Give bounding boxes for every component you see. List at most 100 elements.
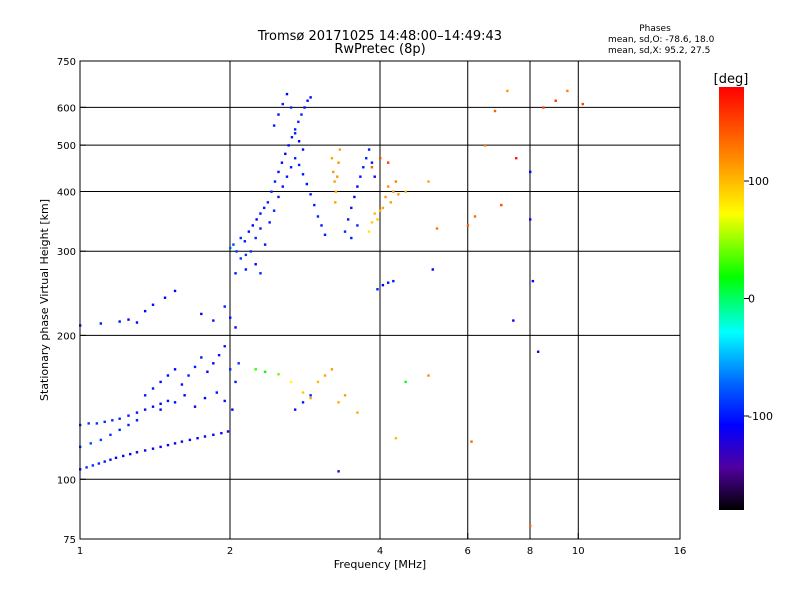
scatter-point: [281, 102, 284, 106]
scatter-point: [323, 374, 327, 377]
scatter-point: [337, 401, 340, 404]
scatter-point: [135, 451, 139, 454]
scatter-point: [277, 113, 280, 116]
scatter-point: [215, 391, 219, 394]
scatter-point: [232, 243, 235, 246]
scatter-point: [506, 89, 509, 93]
scatter-point: [379, 209, 382, 212]
scatter-point: [370, 166, 374, 169]
scatter-point: [114, 456, 118, 460]
scatter-point: [212, 433, 215, 437]
scatter-point: [223, 345, 226, 348]
y-tick-label: 600: [57, 103, 76, 114]
scatter-point: [151, 303, 155, 306]
scatter-point: [159, 402, 162, 405]
scatter-point: [263, 243, 267, 246]
scatter-point: [554, 99, 557, 102]
scatter-point: [370, 221, 374, 224]
scatter-point: [166, 374, 170, 377]
x-tick-label: 6: [465, 546, 471, 557]
scatter-point: [470, 440, 473, 443]
scatter-point: [251, 224, 254, 227]
scatter-point: [333, 180, 336, 183]
scatter-point: [193, 405, 197, 408]
scatter-point: [284, 152, 287, 156]
scatter-point: [277, 373, 280, 376]
scatter-point: [217, 353, 221, 357]
scatter-point: [200, 312, 203, 316]
scatter-point: [313, 203, 316, 207]
scatter-point: [280, 161, 284, 164]
y-tick-label: 750: [57, 57, 76, 68]
scatter-point: [277, 195, 280, 199]
scatter-point: [254, 263, 257, 266]
grid-lines: [80, 61, 680, 539]
scatter-point: [234, 326, 237, 329]
scatter-point: [293, 408, 297, 411]
scatter-point: [254, 368, 257, 371]
scatter-point: [200, 356, 203, 359]
colorbar-tick-label: -100: [748, 410, 773, 423]
scatter-point: [297, 140, 301, 143]
scatter-point: [581, 102, 584, 106]
scatter-point: [392, 190, 395, 193]
scatter-point: [381, 206, 385, 210]
scatter-point: [289, 380, 293, 384]
scatter-point: [143, 408, 147, 411]
scatter-point: [159, 408, 162, 411]
scatter-point: [404, 380, 407, 384]
scatter-point: [334, 201, 337, 204]
scatter-point: [166, 399, 170, 403]
scatter-point: [373, 212, 376, 215]
y-tick-label: 75: [63, 535, 76, 546]
scatter-point: [111, 419, 114, 422]
scatter-point: [289, 106, 293, 109]
scatter-point: [95, 422, 99, 425]
scatter-point: [306, 99, 309, 102]
scatter-point: [376, 218, 379, 221]
scatter-point: [173, 368, 177, 371]
scatter-point: [135, 419, 139, 422]
scatter-point: [297, 120, 300, 124]
scatter-point: [244, 253, 248, 257]
scatter-point: [187, 374, 190, 377]
scatter-point: [272, 124, 276, 127]
scatter-point: [392, 279, 395, 283]
x-tick-label: 2: [227, 546, 233, 557]
scatter-point: [118, 417, 121, 420]
scatter-point: [529, 218, 532, 221]
scatter-point: [356, 411, 359, 414]
scatter-points: [79, 89, 584, 528]
y-tick-label: 100: [57, 475, 76, 486]
scatter-point: [234, 380, 237, 384]
colorbar: [719, 87, 744, 510]
scatter-point: [293, 128, 297, 131]
scatter-point: [129, 452, 132, 456]
scatter-point: [183, 394, 186, 397]
scatter-point: [220, 431, 223, 435]
scatter-point: [262, 206, 266, 210]
scatter-point: [337, 161, 340, 164]
scatter-point: [285, 175, 289, 178]
scatter-point: [293, 157, 297, 160]
scatter-point: [297, 163, 301, 167]
scatter-point: [188, 438, 192, 442]
x-tick-label: 4: [377, 546, 383, 557]
scatter-point: [103, 420, 106, 424]
scatter-point: [231, 408, 234, 411]
x-tick-label: 16: [674, 546, 687, 557]
y-axis-ticks: 75 100 200 300 400 500 600 750: [57, 57, 86, 546]
scatter-point: [259, 227, 262, 230]
scatter-point: [566, 89, 569, 93]
y-tick-label: 300: [57, 247, 76, 258]
scatter-point: [99, 438, 103, 442]
scatter-point: [305, 182, 309, 186]
scatter-point: [87, 422, 90, 425]
scatter-point: [309, 396, 312, 400]
scatter-point: [397, 193, 400, 196]
scatter-point: [316, 215, 320, 218]
scatter-point: [320, 224, 323, 227]
scatter-point: [500, 203, 503, 207]
scatter-point: [338, 148, 342, 151]
scatter-point: [285, 92, 289, 96]
